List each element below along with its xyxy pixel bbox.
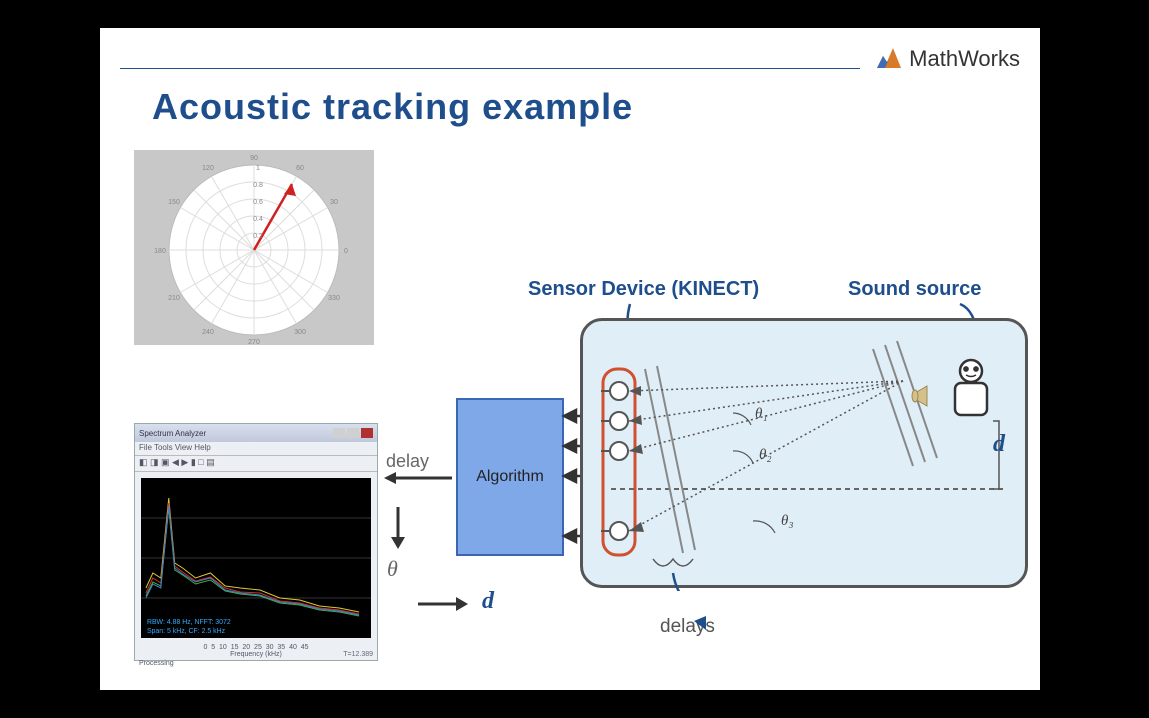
- svg-text:240: 240: [202, 329, 214, 336]
- theta3: θ₃: [781, 513, 794, 530]
- svg-text:120: 120: [202, 165, 214, 172]
- spectrum-status: Processing: [135, 658, 377, 669]
- mathworks-icon: [875, 46, 903, 72]
- spectrum-toolbar[interactable]: ◧ ◨ ▣ ◀ ▶ ▮ □ ▤: [135, 456, 377, 472]
- spectrum-xticks: 0 5 10 15 20 25 30 35 40 45: [135, 644, 377, 651]
- svg-text:90: 90: [250, 155, 258, 162]
- header-rule: [120, 68, 860, 69]
- theta-label: θ: [387, 556, 398, 582]
- algorithm-label: Algorithm: [476, 468, 544, 486]
- d-label-right: d: [993, 431, 1005, 458]
- brand-logo: MathWorks: [875, 46, 1020, 72]
- delays-arrow: [650, 588, 720, 638]
- sensor-diagram: [583, 321, 1031, 591]
- spectrum-plot: RBW: 4.88 Hz, NFFT: 3072 Span: 5 kHz, CF…: [141, 478, 371, 638]
- sound-source-label: Sound source: [848, 278, 981, 301]
- spectrum-window: Spectrum Analyzer File Tools View Help ◧…: [134, 423, 378, 661]
- theta2: θ₂: [759, 447, 772, 464]
- window-buttons: [333, 428, 373, 438]
- close-icon[interactable]: [361, 428, 373, 438]
- svg-text:180: 180: [154, 248, 166, 255]
- svg-text:1: 1: [256, 165, 260, 172]
- sensor-device-label: Sensor Device (KINECT): [528, 278, 759, 301]
- d-label: d: [482, 588, 494, 615]
- spectrum-menu[interactable]: File Tools View Help: [135, 442, 377, 456]
- minimize-icon[interactable]: [333, 428, 345, 438]
- svg-text:0.2: 0.2: [253, 233, 263, 240]
- svg-text:30: 30: [330, 199, 338, 206]
- svg-text:0: 0: [344, 248, 348, 255]
- spectrum-titlebar: Spectrum Analyzer: [135, 424, 377, 442]
- svg-text:330: 330: [328, 295, 340, 302]
- sensor-diagram-panel: θ₁ θ₂ θ₃ d: [580, 318, 1028, 588]
- svg-text:270: 270: [248, 339, 260, 345]
- svg-text:150: 150: [168, 199, 180, 206]
- down-arrow: [386, 503, 410, 553]
- algorithm-box: Algorithm: [456, 398, 564, 556]
- svg-text:300: 300: [294, 329, 306, 336]
- svg-text:0.6: 0.6: [253, 199, 263, 206]
- maximize-icon[interactable]: [347, 428, 359, 438]
- svg-text:60: 60: [296, 165, 304, 172]
- theta1: θ₁: [755, 406, 768, 423]
- svg-text:0.4: 0.4: [253, 216, 263, 223]
- spectrum-info1: RBW: 4.88 Hz, NFFT: 3072: [147, 619, 231, 626]
- delay-arrow: [382, 468, 456, 498]
- polar-plot-panel: 90 60 30 0 120 150 180 210 240 270 300 3…: [134, 150, 374, 345]
- spectrum-info2: Span: 5 kHz, CF: 2.5 kHz: [147, 628, 226, 635]
- slide-title: Acoustic tracking example: [152, 86, 633, 128]
- svg-text:210: 210: [168, 295, 180, 302]
- spectrum-window-title: Spectrum Analyzer: [139, 429, 206, 438]
- spectrum-timestamp: T=12.389: [343, 651, 373, 658]
- svg-text:0.8: 0.8: [253, 182, 263, 189]
- brand-name: MathWorks: [909, 46, 1020, 72]
- d-arrow: [414, 592, 474, 616]
- polar-plot: 90 60 30 0 120 150 180 210 240 270 300 3…: [134, 150, 374, 345]
- spectrum-xaxis: Frequency (kHz): [135, 651, 377, 658]
